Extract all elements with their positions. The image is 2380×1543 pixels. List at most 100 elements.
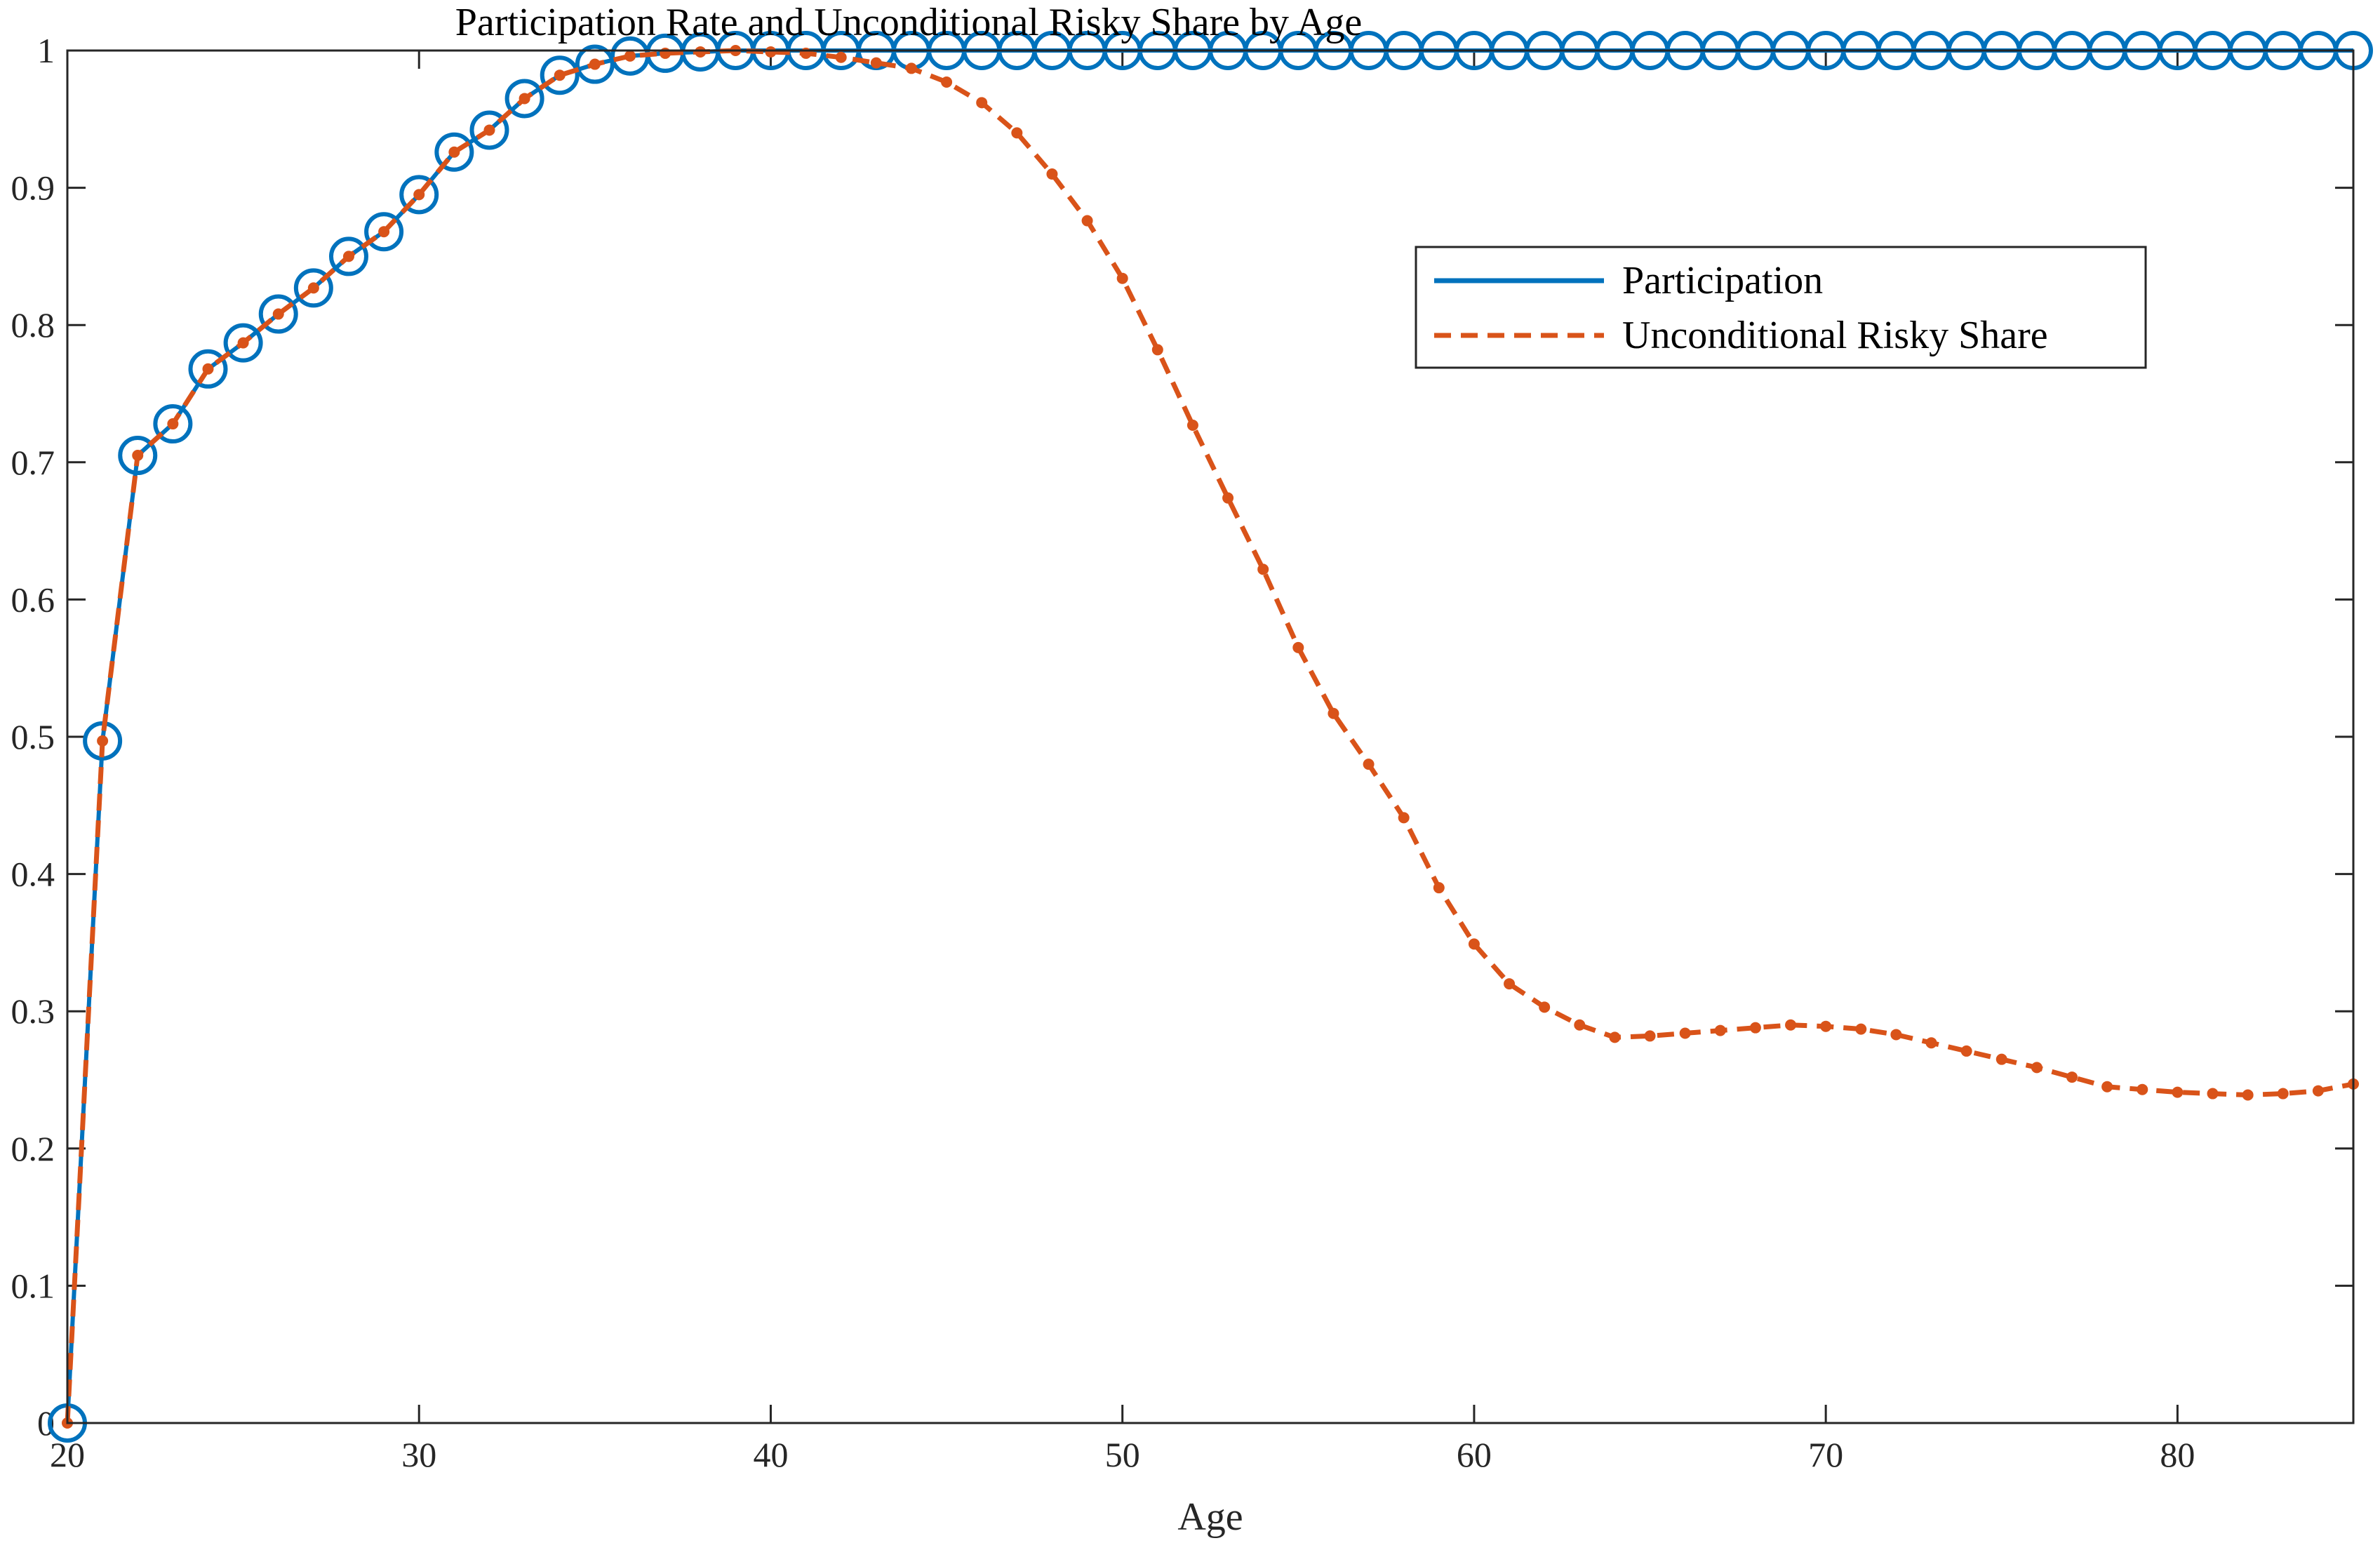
data-point-unconditional-risky-share (835, 51, 847, 63)
data-point-participation (328, 236, 368, 276)
data-point-unconditional-risky-share (941, 76, 953, 88)
x-tick-label: 70 (1808, 1435, 1843, 1474)
data-point-unconditional-risky-share (1504, 978, 1516, 990)
data-point-unconditional-risky-share (2207, 1088, 2219, 1100)
data-point-unconditional-risky-share (413, 189, 425, 201)
x-tick-label: 80 (2160, 1435, 2195, 1474)
data-point-unconditional-risky-share (1011, 127, 1023, 139)
x-tick-label: 60 (1457, 1435, 1492, 1474)
data-point-unconditional-risky-share (2242, 1089, 2254, 1101)
data-point-unconditional-risky-share (132, 450, 144, 462)
data-point-unconditional-risky-share (307, 282, 319, 294)
data-point-unconditional-risky-share (1292, 641, 1304, 653)
data-point-unconditional-risky-share (2137, 1083, 2148, 1095)
data-point-unconditional-risky-share (1151, 344, 1163, 356)
data-point-unconditional-risky-share (202, 363, 214, 375)
series-line-unconditional-risky-share (65, 48, 2354, 1424)
data-point-unconditional-risky-share (624, 50, 636, 62)
data-point-unconditional-risky-share (1574, 1019, 1586, 1031)
data-point-unconditional-risky-share (237, 337, 249, 349)
data-point-unconditional-risky-share (2066, 1071, 2078, 1083)
data-point-unconditional-risky-share (1995, 1053, 2007, 1065)
data-point-unconditional-risky-share (870, 57, 882, 69)
data-point-unconditional-risky-share (1644, 1030, 1656, 1042)
y-tick-label: 0.9 (11, 168, 55, 208)
data-point-unconditional-risky-share (800, 47, 812, 59)
data-point-unconditional-risky-share (589, 58, 601, 70)
y-tick-label: 0.5 (11, 717, 55, 756)
data-point-unconditional-risky-share (1222, 492, 1234, 504)
data-point-unconditional-risky-share (1609, 1031, 1621, 1043)
data-point-unconditional-risky-share (2312, 1085, 2324, 1097)
data-point-unconditional-risky-share (1116, 272, 1128, 284)
data-point-unconditional-risky-share (483, 124, 495, 136)
data-point-participation (153, 404, 193, 444)
data-point-unconditional-risky-share (976, 97, 988, 109)
data-point-unconditional-risky-share (342, 251, 354, 262)
x-tick-label: 30 (401, 1435, 436, 1474)
data-point-unconditional-risky-share (2101, 1081, 2113, 1093)
data-point-participation (540, 55, 580, 95)
data-point-unconditional-risky-share (272, 308, 284, 320)
data-point-participation (118, 436, 158, 476)
data-point-unconditional-risky-share (448, 146, 460, 158)
legend: Participation Unconditional Risky Share (1415, 246, 2147, 369)
ticks-layer: 20 30 40 50 60 70 8000.10.20.30.40.50.60.70.80… (11, 31, 2353, 1474)
data-point-unconditional-risky-share (660, 47, 671, 59)
plot-frame (66, 49, 2355, 1424)
data-point-unconditional-risky-share (1679, 1027, 1691, 1039)
data-point-unconditional-risky-share (1960, 1045, 1972, 1057)
data-point-unconditional-risky-share (97, 735, 109, 747)
data-point-participation (399, 175, 439, 215)
data-point-unconditional-risky-share (519, 93, 530, 105)
y-tick-label: 0.7 (11, 443, 55, 482)
y-tick-label: 0.2 (11, 1129, 55, 1168)
data-point-unconditional-risky-share (1468, 938, 1480, 950)
data-point-unconditional-risky-share (695, 46, 707, 58)
data-point-unconditional-risky-share (554, 69, 566, 81)
y-tick-label: 0.3 (11, 991, 55, 1031)
data-point-participation (504, 79, 544, 119)
series-layer (48, 31, 2373, 1443)
data-point-participation (223, 323, 263, 363)
data-point-unconditional-risky-share (1363, 759, 1375, 770)
data-point-unconditional-risky-share (1046, 168, 1058, 180)
data-point-unconditional-risky-share (378, 226, 390, 238)
y-tick-label: 0.4 (11, 855, 55, 894)
x-tick-label: 50 (1105, 1435, 1140, 1474)
data-point-participation (293, 268, 333, 308)
data-point-unconditional-risky-share (765, 46, 777, 58)
y-tick-label: 0.8 (11, 305, 55, 345)
data-point-unconditional-risky-share (1186, 419, 1198, 431)
data-point-participation (364, 212, 404, 252)
y-tick-label: 0.1 (11, 1266, 55, 1305)
data-point-unconditional-risky-share (1820, 1020, 1832, 1032)
data-point-unconditional-risky-share (1539, 1001, 1551, 1013)
data-point-unconditional-risky-share (1398, 812, 1410, 824)
y-tick-label: 1 (37, 31, 55, 70)
data-point-unconditional-risky-share (1890, 1029, 1902, 1041)
data-point-unconditional-risky-share (2031, 1062, 2043, 1074)
legend-label-unconditional-risky-share: Unconditional Risky Share (1622, 314, 2048, 357)
data-point-unconditional-risky-share (1081, 215, 1093, 227)
data-point-unconditional-risky-share (1749, 1022, 1761, 1034)
data-point-unconditional-risky-share (1855, 1023, 1867, 1035)
data-point-unconditional-risky-share (167, 418, 179, 430)
chart-title: Participation Rate and Unconditional Ris… (455, 1, 1362, 44)
data-point-participation (469, 110, 509, 150)
data-point-unconditional-risky-share (1714, 1024, 1726, 1036)
legend-box (1415, 246, 2147, 369)
data-point-unconditional-risky-share (905, 62, 917, 74)
data-point-unconditional-risky-share (1328, 707, 1339, 719)
data-point-unconditional-risky-share (2172, 1086, 2184, 1098)
x-tick-label: 40 (753, 1435, 788, 1474)
data-point-unconditional-risky-share (1925, 1037, 1937, 1049)
y-tick-label: 0 (37, 1403, 55, 1443)
data-point-unconditional-risky-share (1257, 563, 1269, 575)
data-point-participation (258, 294, 298, 334)
data-point-participation (188, 349, 228, 389)
x-axis-title: Age (1177, 1495, 1243, 1539)
data-point-unconditional-risky-share (2277, 1088, 2289, 1100)
legend-label-participation: Participation (1622, 259, 1823, 302)
